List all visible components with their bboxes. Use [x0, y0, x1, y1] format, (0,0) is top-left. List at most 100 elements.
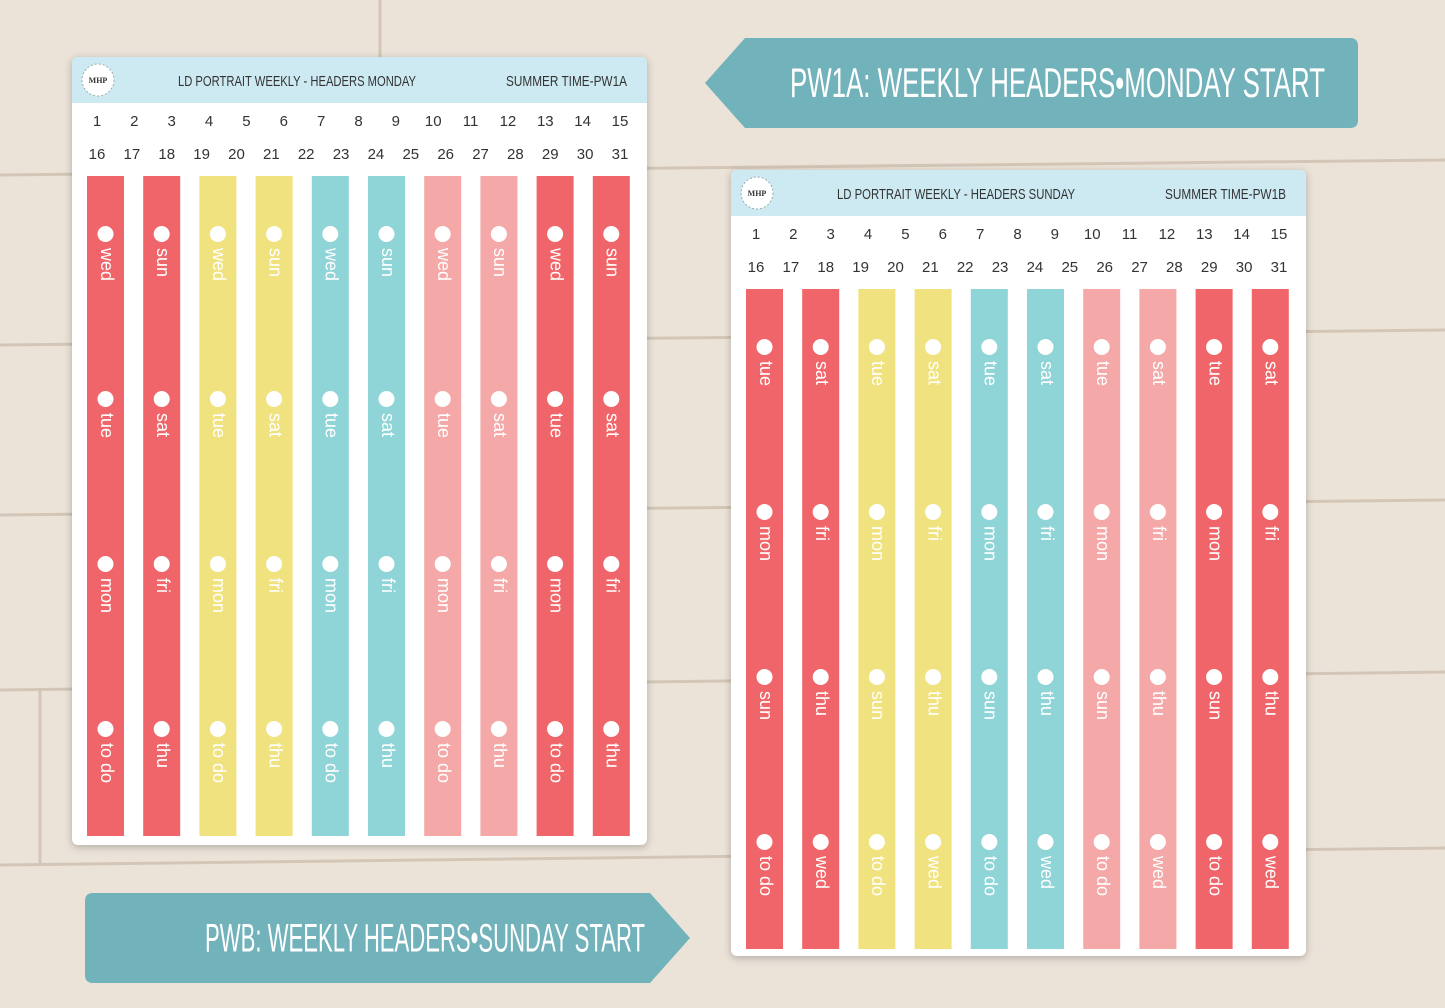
- strip-label: sat: [924, 361, 944, 385]
- date-number: 22: [298, 146, 315, 163]
- date-number: 11: [463, 113, 479, 130]
- date-number: 18: [158, 146, 175, 163]
- strip-dot: [322, 391, 339, 407]
- strip-dot: [378, 721, 395, 737]
- strip-label: wed: [97, 247, 117, 281]
- sheet-header: [72, 57, 647, 103]
- strip-dot: [322, 226, 339, 242]
- strip-label: to do: [1205, 856, 1225, 896]
- date-number: 17: [783, 259, 800, 276]
- strip-label: tue: [981, 361, 1001, 386]
- strip-label: tue: [97, 413, 117, 438]
- strip-dot: [1262, 339, 1279, 355]
- strip-label: sun: [490, 248, 510, 277]
- strip-label: sun: [603, 248, 623, 277]
- strip-dot: [97, 721, 114, 737]
- date-number: 12: [1159, 226, 1176, 243]
- date-number: 19: [852, 259, 869, 276]
- strip-dot: [97, 391, 114, 407]
- date-number: 15: [1271, 226, 1288, 243]
- strip-dot: [434, 391, 451, 407]
- strip-label: mon: [97, 578, 117, 613]
- strip-dot: [490, 226, 507, 242]
- strip-label: tue: [546, 413, 566, 438]
- date-number: 21: [263, 146, 280, 163]
- strip-label: mon: [546, 578, 566, 613]
- date-number: 10: [425, 113, 442, 130]
- date-number: 17: [124, 146, 141, 163]
- strip-dot: [603, 556, 620, 572]
- strip-label: fri: [153, 578, 173, 593]
- date-number: 20: [887, 259, 904, 276]
- strip-label: wed: [546, 247, 566, 281]
- strip-label: sun: [265, 248, 285, 277]
- strip-label: sat: [378, 413, 398, 437]
- logo-badge: [740, 176, 774, 210]
- strip-label: fri: [1262, 526, 1282, 541]
- strip-label: to do: [1093, 856, 1113, 896]
- strip-dot: [378, 556, 395, 572]
- strip-dot: [266, 226, 283, 242]
- strip-label: fri: [1037, 526, 1057, 541]
- strip-dot: [981, 339, 998, 355]
- date-number: 8: [354, 113, 362, 130]
- strip-dot: [378, 226, 395, 242]
- date-number: 25: [1061, 259, 1078, 276]
- strip-dot: [266, 391, 283, 407]
- strip-dot: [1037, 339, 1054, 355]
- date-number: 30: [577, 146, 594, 163]
- strip-label: mon: [1093, 526, 1113, 561]
- strip-label: sat: [603, 413, 623, 437]
- strip-dot: [1037, 669, 1054, 685]
- strip-label: tue: [868, 361, 888, 386]
- date-number: 23: [333, 146, 350, 163]
- strip-label: thu: [812, 691, 832, 716]
- date-number: 2: [130, 113, 138, 130]
- date-number: 18: [817, 259, 834, 276]
- strip-dot: [153, 556, 170, 572]
- strip-label: sun: [1205, 691, 1225, 720]
- strip-dot: [756, 504, 773, 520]
- strip-dot: [1149, 669, 1166, 685]
- sheet-title: LD PORTRAIT WEEKLY - HEADERS MONDAY: [178, 73, 416, 90]
- strip-label: fri: [490, 578, 510, 593]
- date-number: 26: [1096, 259, 1113, 276]
- date-number: 13: [537, 113, 554, 130]
- strip-dot: [1149, 339, 1166, 355]
- strip-label: wed: [1037, 855, 1057, 889]
- date-number: 12: [500, 113, 517, 130]
- strip-dot: [547, 556, 564, 572]
- strip-label: thu: [924, 691, 944, 716]
- strip-dot: [812, 834, 829, 850]
- date-number: 14: [1233, 226, 1250, 243]
- strip-dot: [925, 669, 942, 685]
- strip-label: tue: [1205, 361, 1225, 386]
- strip-label: wed: [1149, 855, 1169, 889]
- strip-dot: [266, 721, 283, 737]
- date-number: 14: [574, 113, 591, 130]
- date-number: 4: [205, 113, 213, 130]
- date-number: 31: [1271, 259, 1288, 276]
- date-number: 5: [242, 113, 250, 130]
- strip-dot: [756, 834, 773, 850]
- strip-label: to do: [322, 743, 342, 783]
- strip-label: thu: [603, 743, 623, 768]
- date-number: 3: [168, 113, 176, 130]
- strip-label: sun: [756, 691, 776, 720]
- strip-dot: [1206, 339, 1223, 355]
- strip-label: sat: [1262, 361, 1282, 385]
- strip-dot: [812, 339, 829, 355]
- strip-dot: [925, 834, 942, 850]
- strip-dot: [209, 721, 226, 737]
- date-number: 29: [542, 146, 559, 163]
- strip-dot: [490, 556, 507, 572]
- strip-label: sun: [1093, 691, 1113, 720]
- strip-label: tue: [209, 413, 229, 438]
- banner-shape: [85, 893, 690, 983]
- strip-label: sat: [1149, 361, 1169, 385]
- strip-dot: [868, 834, 885, 850]
- strip-dot: [1206, 834, 1223, 850]
- strip-dot: [1037, 834, 1054, 850]
- strip-dot: [1037, 504, 1054, 520]
- strip-label: tue: [434, 413, 454, 438]
